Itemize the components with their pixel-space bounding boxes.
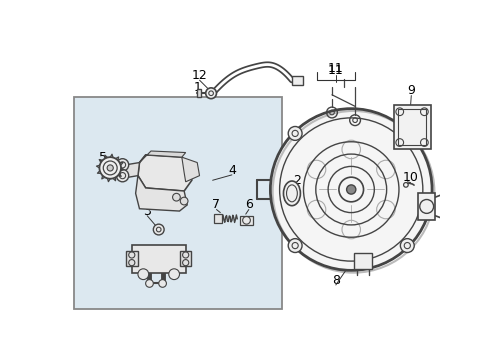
Bar xyxy=(126,251,138,266)
Bar xyxy=(292,76,303,85)
Circle shape xyxy=(99,157,121,179)
Bar xyxy=(398,109,426,145)
Bar xyxy=(240,216,253,225)
Bar xyxy=(132,245,186,273)
Circle shape xyxy=(206,88,217,99)
Polygon shape xyxy=(124,163,140,178)
Circle shape xyxy=(288,239,302,252)
Text: 5: 5 xyxy=(98,150,106,164)
Bar xyxy=(214,214,222,223)
Circle shape xyxy=(169,269,179,280)
Text: 9: 9 xyxy=(407,85,415,98)
Bar xyxy=(74,97,282,309)
Text: 4: 4 xyxy=(228,164,236,177)
Polygon shape xyxy=(140,151,186,163)
Text: 10: 10 xyxy=(403,171,418,184)
Bar xyxy=(393,105,431,149)
Bar xyxy=(354,253,372,269)
Text: 3: 3 xyxy=(143,204,151,217)
Text: 7: 7 xyxy=(213,198,220,211)
Circle shape xyxy=(172,193,180,201)
Text: 2: 2 xyxy=(294,174,301,187)
Circle shape xyxy=(400,126,414,140)
Bar xyxy=(418,193,435,220)
Text: 6: 6 xyxy=(245,198,253,211)
Circle shape xyxy=(159,280,167,287)
Polygon shape xyxy=(138,155,192,191)
Circle shape xyxy=(117,159,129,171)
Text: 11: 11 xyxy=(328,64,343,77)
Text: 8: 8 xyxy=(332,274,340,287)
Bar xyxy=(179,251,191,266)
Circle shape xyxy=(270,109,432,270)
Text: 1: 1 xyxy=(193,81,201,94)
Circle shape xyxy=(146,280,153,287)
Polygon shape xyxy=(136,176,187,211)
Circle shape xyxy=(180,197,188,205)
Circle shape xyxy=(107,165,113,171)
Ellipse shape xyxy=(283,181,300,206)
Circle shape xyxy=(153,224,164,235)
Bar xyxy=(197,89,201,97)
Polygon shape xyxy=(182,157,199,182)
Text: 11: 11 xyxy=(328,62,343,75)
Circle shape xyxy=(288,126,302,140)
Circle shape xyxy=(138,269,149,280)
Circle shape xyxy=(400,239,414,252)
Text: 12: 12 xyxy=(192,69,207,82)
Circle shape xyxy=(346,185,356,194)
Circle shape xyxy=(117,170,129,182)
